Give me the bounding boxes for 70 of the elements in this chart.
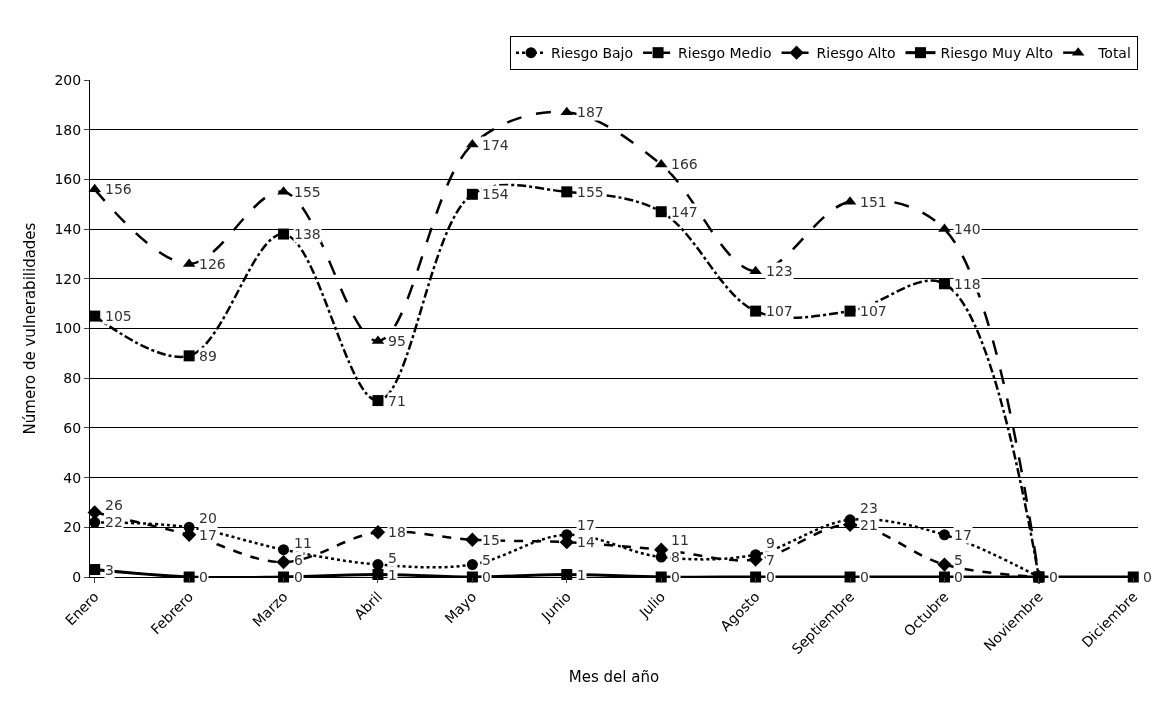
data-label: 5 <box>388 550 397 566</box>
data-label: 155 <box>577 184 604 200</box>
data-label: 0 <box>1143 569 1152 585</box>
data-label: 8 <box>671 549 680 565</box>
data-label: 17 <box>954 527 972 543</box>
legend-label: Riesgo Medio <box>678 45 772 62</box>
data-label: 0 <box>954 569 963 585</box>
data-label: 15 <box>482 532 500 548</box>
data-label: 9 <box>766 535 775 551</box>
y-tick-label: 80 <box>63 370 82 387</box>
data-label: 14 <box>577 534 595 550</box>
data-label: 17 <box>199 527 217 543</box>
data-label: 11 <box>671 532 689 548</box>
data-label: 156 <box>105 181 132 197</box>
y-tick-label: 120 <box>54 270 82 287</box>
data-label: 21 <box>860 517 878 533</box>
y-tick-label: 20 <box>63 519 82 536</box>
data-label: 154 <box>482 186 509 202</box>
y-tick-label: 180 <box>54 121 82 138</box>
data-label: 107 <box>860 303 887 319</box>
y-axis-title: Número de vulnerabilidades <box>20 222 39 435</box>
y-tick-label: 60 <box>63 419 82 436</box>
data-label: 20 <box>199 510 217 526</box>
data-label: 95 <box>388 333 406 349</box>
legend-label: Total <box>1097 45 1131 62</box>
data-label: 22 <box>105 514 123 530</box>
data-label: 1 <box>388 567 397 583</box>
data-label: 23 <box>860 500 878 516</box>
legend-label: Riesgo Muy Alto <box>940 45 1054 62</box>
data-label: 105 <box>105 308 132 324</box>
data-label: 126 <box>199 256 226 272</box>
data-label: 89 <box>199 348 217 364</box>
data-label: 26 <box>105 497 123 513</box>
data-label: 187 <box>577 104 604 120</box>
data-label: 18 <box>388 524 406 540</box>
y-tick-label: 160 <box>54 171 82 188</box>
data-label: 7 <box>766 552 775 568</box>
y-tick-label: 100 <box>54 320 82 337</box>
data-label: 123 <box>766 263 793 279</box>
x-axis-title: Mes del año <box>568 668 660 687</box>
data-label: 11 <box>294 535 312 551</box>
data-label: 174 <box>482 137 509 153</box>
data-label: 0 <box>860 569 869 585</box>
data-label: 0 <box>671 569 680 585</box>
data-label: 151 <box>860 194 887 210</box>
data-label: 155 <box>294 184 321 200</box>
data-label: 5 <box>954 552 963 568</box>
data-label: 166 <box>671 156 698 172</box>
data-label: 1 <box>577 567 586 583</box>
y-tick-label: 0 <box>72 568 82 585</box>
data-label: 140 <box>954 221 981 237</box>
y-tick-label: 200 <box>54 71 82 88</box>
data-label: 138 <box>294 226 321 242</box>
data-label: 17 <box>577 517 595 533</box>
data-label: 0 <box>294 569 303 585</box>
data-label: 5 <box>482 552 491 568</box>
y-tick-label: 40 <box>63 469 82 486</box>
data-label: 118 <box>954 276 981 292</box>
data-label: 6 <box>294 552 303 568</box>
data-label: 0 <box>482 569 491 585</box>
data-label: 0 <box>766 569 775 585</box>
data-label: 0 <box>199 569 208 585</box>
data-label: 107 <box>766 303 793 319</box>
data-label: 147 <box>671 204 698 220</box>
data-label: 0 <box>1049 569 1058 585</box>
legend-label: Riesgo Alto <box>816 45 896 62</box>
data-label: 71 <box>388 393 406 409</box>
data-label: 3 <box>105 562 114 578</box>
y-tick-label: 140 <box>54 221 82 237</box>
legend-label: Riesgo Bajo <box>551 45 634 62</box>
